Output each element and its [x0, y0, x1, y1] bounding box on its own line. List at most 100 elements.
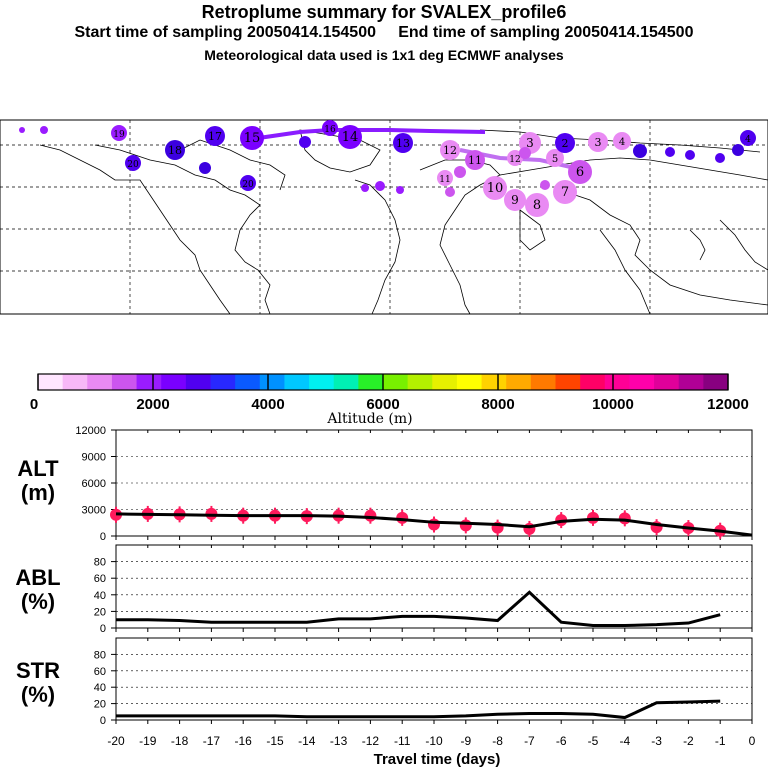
colorbar-label: Altitude (m) [326, 411, 412, 427]
plume-marker: 10 [483, 176, 507, 200]
plume-marker-label: 3 [526, 136, 534, 150]
panel-ylabel: STR (%) [16, 658, 60, 707]
x-tick-label: -2 [683, 734, 694, 748]
plume-marker-circle [555, 133, 575, 153]
y-tick-label: 0 [100, 715, 106, 727]
plume-marker: 3 [588, 132, 608, 152]
plume-marker-label: 8 [533, 198, 541, 213]
plume-marker: 4 [740, 130, 756, 146]
colorbar-swatch [703, 374, 729, 390]
plume-marker-circle [40, 126, 48, 134]
plume-marker-label: 14 [342, 130, 359, 145]
colorbar-swatch [358, 374, 384, 390]
x-tick-label: -10 [425, 734, 443, 748]
plume-marker: 20 [240, 175, 256, 191]
colorbar-swatch [407, 374, 433, 390]
plume-marker-circle [507, 150, 523, 166]
y-tick-label: 40 [94, 590, 106, 602]
colorbar-swatch [309, 374, 335, 390]
plume-marker: 13 [393, 133, 413, 153]
plume-marker-circle [440, 140, 460, 160]
plume-marker [40, 126, 48, 134]
plume-marker-circle [525, 193, 549, 217]
plume-marker [540, 180, 550, 190]
plume-marker-circle [437, 170, 453, 186]
x-tick-label: 0 [749, 734, 756, 748]
y-tick-label: 80 [94, 557, 106, 569]
colorbar-swatch [87, 374, 113, 390]
mean-altitude-line [115, 512, 753, 537]
plume-marker-label: 11 [439, 175, 450, 185]
plume-marker-label: 12 [509, 155, 520, 165]
plume-marker [685, 150, 695, 160]
x-tick-label: -5 [588, 734, 599, 748]
plume-marker-circle [322, 120, 338, 136]
plume-marker-circle [240, 126, 264, 150]
plume-marker: 12 [507, 150, 523, 166]
plume-marker-circle [633, 144, 647, 158]
plume-marker-circle [361, 184, 369, 192]
plume-marker-label: 17 [208, 130, 222, 143]
plume-marker-label: 20 [127, 160, 139, 170]
colorbar-swatch [629, 374, 655, 390]
colorbar-swatch [284, 374, 310, 390]
colorbar-swatch [210, 374, 236, 390]
y-tick-label: 20 [94, 699, 106, 711]
colorbar-swatch [604, 374, 630, 390]
str-line [116, 699, 721, 720]
plume-marker-circle [519, 147, 531, 159]
colorbar-swatch [185, 374, 211, 390]
colorbar-swatch [333, 374, 359, 390]
plume-marker-circle [665, 147, 675, 157]
plume-marker-circle [568, 160, 592, 184]
colorbar-swatch [580, 374, 606, 390]
plume-marker-label: 2 [562, 137, 569, 150]
plume-marker: 15 [240, 126, 264, 150]
x-tick-label: -17 [203, 734, 221, 748]
plume-marker [454, 166, 466, 178]
plume-marker-circle [19, 127, 25, 133]
x-tick-label: -13 [330, 734, 348, 748]
trajectory-path [244, 128, 486, 142]
plume-marker-label: 15 [244, 131, 261, 146]
sampling-time-line: Start time of sampling 20050414.154500 E… [74, 24, 694, 41]
plume-marker-circle [205, 126, 225, 146]
plume-marker [445, 187, 455, 197]
plume-marker: 20 [125, 155, 141, 171]
plume-marker [19, 127, 25, 133]
colorbar-swatch [481, 374, 507, 390]
colorbar-tick-label: 8000 [481, 396, 514, 413]
travel-time-axis: -20 -19 -18 -17 -16 -15 -14 -13 -12 -11 -10 -9 -8 -7-… [107, 734, 755, 748]
altitude-colorbar: 0 2000 4000 6000 8000 10000 12000 [30, 373, 749, 413]
plume-marker [299, 136, 311, 148]
x-tick-label: -15 [266, 734, 284, 748]
colorbar-swatch [678, 374, 704, 390]
colorbar-swatch [654, 374, 680, 390]
y-tick-label: 60 [94, 666, 106, 678]
panel-alt: 0 3000 6000 9000 12000 ALT (m) [17, 425, 753, 543]
plume-marker: 8 [525, 193, 549, 217]
plume-marker: 19 [111, 125, 127, 141]
plume-marker: 17 [205, 126, 225, 146]
panel-ylabel-line: ABL [15, 565, 60, 590]
panel-ylabel-line: (%) [21, 682, 55, 707]
plume-marker: 16 [322, 120, 338, 136]
colorbar-swatch [235, 374, 261, 390]
plume-marker: 9 [504, 189, 526, 211]
plume-marker-label: 4 [745, 135, 751, 145]
colorbar-swatch [506, 374, 532, 390]
plume-markers: 19 18 20 17 15 16 14 13 20 12 11 11 10 9 8 76 5 3 2 3 4 12 4 [19, 120, 756, 217]
y-tick-label: 0 [100, 531, 106, 543]
altitude-marker [459, 519, 472, 532]
panel-ylabel-line: (%) [21, 589, 55, 614]
x-tick-label: -14 [298, 734, 316, 748]
altitude-marker [618, 512, 631, 525]
plume-marker: 14 [338, 125, 362, 149]
x-tick-label: -9 [460, 734, 471, 748]
plume-marker [396, 186, 404, 194]
plume-marker-circle [715, 153, 725, 163]
plume-marker-label: 3 [595, 136, 602, 149]
panel-ylabel-line: (m) [21, 480, 55, 505]
